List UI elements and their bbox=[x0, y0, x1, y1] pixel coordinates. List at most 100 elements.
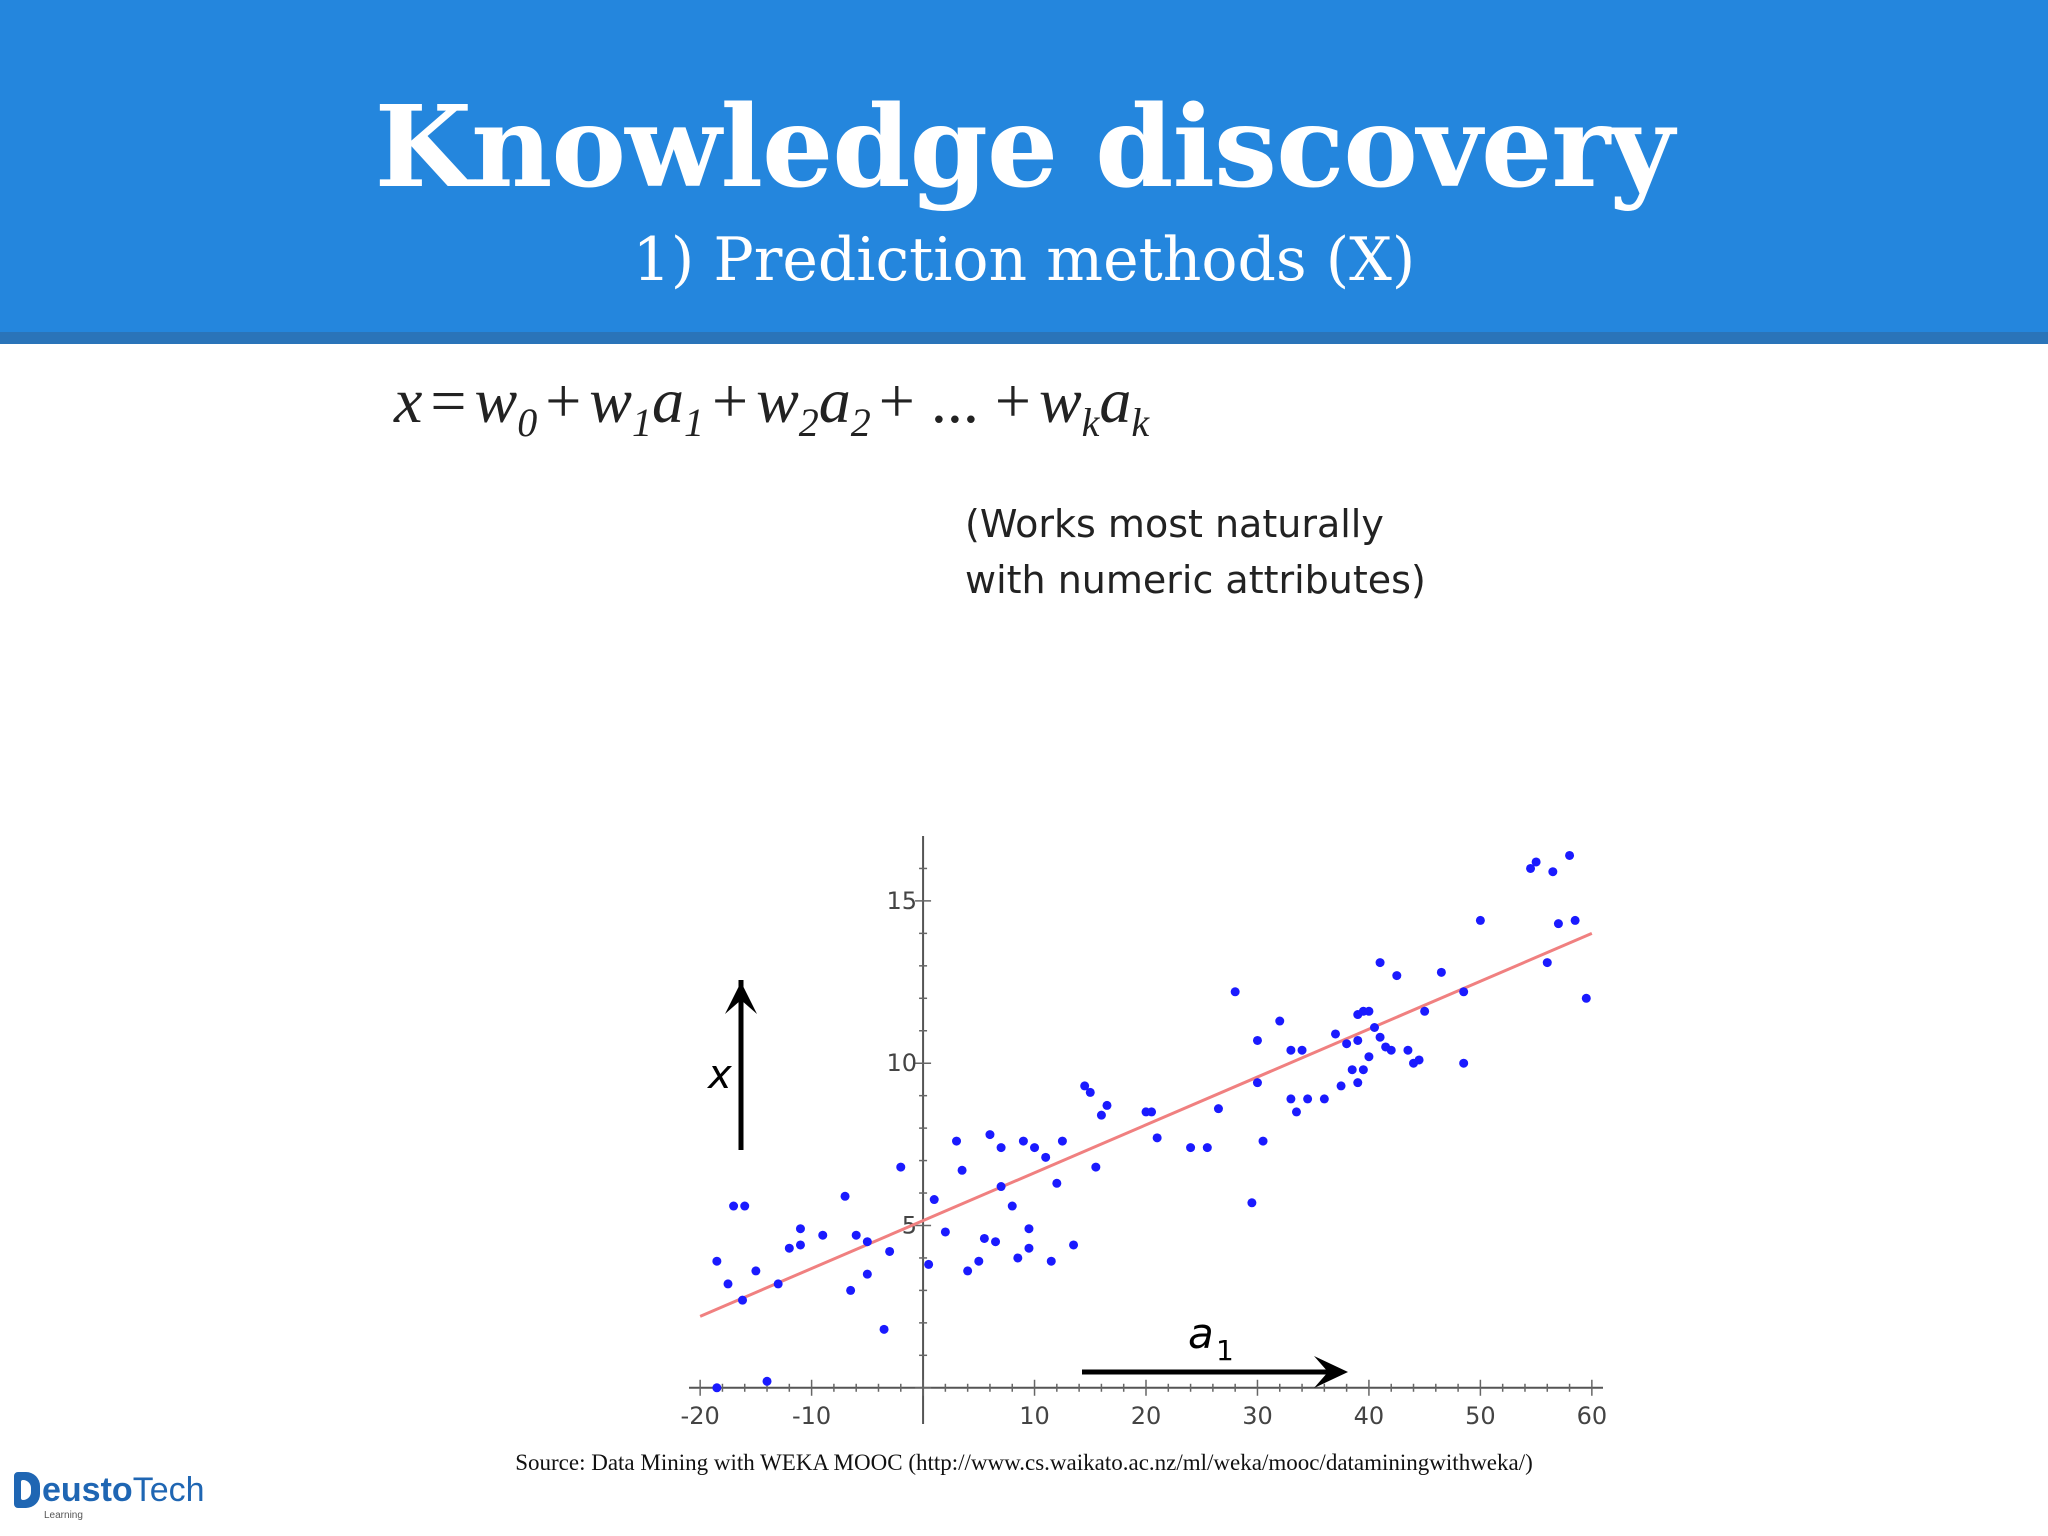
data-point bbox=[929, 1195, 939, 1205]
slide-title: Knowledge discovery bbox=[374, 82, 1675, 213]
formula-plus: + bbox=[711, 365, 749, 436]
note-line: with numeric attributes) bbox=[965, 558, 1426, 602]
formula-wk: w bbox=[1038, 365, 1082, 436]
data-point bbox=[1202, 1143, 1212, 1153]
data-point bbox=[1420, 1006, 1430, 1016]
formula-ak: a bbox=[1099, 365, 1132, 436]
y-tick-label: 10 bbox=[887, 1049, 918, 1077]
data-point bbox=[1102, 1100, 1112, 1110]
data-point bbox=[1353, 1078, 1363, 1088]
data-point bbox=[751, 1266, 761, 1276]
data-point bbox=[840, 1191, 850, 1201]
data-point bbox=[1085, 1087, 1095, 1097]
data-point bbox=[1336, 1081, 1346, 1091]
data-point bbox=[991, 1237, 1001, 1247]
data-point bbox=[1548, 867, 1558, 877]
source-citation: Source: Data Mining with WEKA MOOC (http… bbox=[515, 1450, 1533, 1475]
data-point bbox=[1186, 1143, 1196, 1153]
data-point bbox=[1147, 1107, 1157, 1117]
data-point bbox=[1091, 1162, 1101, 1172]
data-point bbox=[1069, 1240, 1079, 1250]
data-point bbox=[1386, 1045, 1396, 1055]
formula-plus: + bbox=[545, 365, 582, 436]
logo-word-bold: eusto bbox=[42, 1471, 133, 1509]
data-point bbox=[974, 1256, 984, 1266]
formula-a2-sub: 2 bbox=[850, 400, 871, 445]
data-point bbox=[1286, 1094, 1296, 1104]
note-line: (Works most naturally bbox=[965, 502, 1384, 546]
data-point bbox=[1297, 1045, 1307, 1055]
x-axis-label: a bbox=[1188, 1309, 1214, 1358]
data-point bbox=[762, 1376, 772, 1386]
data-point bbox=[1030, 1143, 1040, 1153]
formula-ak-sub: k bbox=[1131, 400, 1150, 445]
data-point bbox=[1414, 1055, 1424, 1065]
data-point bbox=[1342, 1039, 1352, 1049]
data-point bbox=[957, 1165, 967, 1175]
y-axis-label: x bbox=[706, 1052, 732, 1098]
data-point bbox=[1252, 1035, 1262, 1045]
data-point bbox=[879, 1324, 889, 1334]
data-point bbox=[846, 1285, 856, 1295]
data-point bbox=[1041, 1152, 1051, 1162]
formula-w1: w bbox=[589, 365, 632, 436]
data-point bbox=[740, 1201, 750, 1211]
x-arrow-head bbox=[1314, 1356, 1348, 1388]
data-point bbox=[1252, 1078, 1262, 1088]
data-point bbox=[1024, 1224, 1034, 1234]
slide-subtitle: 1) Prediction methods (X) bbox=[632, 225, 1416, 295]
data-point bbox=[1024, 1243, 1034, 1253]
header-divider bbox=[0, 332, 2048, 344]
data-point bbox=[1553, 919, 1563, 929]
data-point bbox=[979, 1233, 989, 1243]
logo-word-regular: Tech bbox=[132, 1471, 205, 1509]
x-tick-label: -20 bbox=[681, 1402, 720, 1430]
x-tick-label: 10 bbox=[1019, 1402, 1050, 1430]
formula-wk-sub: k bbox=[1081, 400, 1100, 445]
data-point bbox=[851, 1230, 861, 1240]
data-point bbox=[862, 1269, 872, 1279]
data-point bbox=[1258, 1136, 1268, 1146]
x-tick-label: -10 bbox=[792, 1402, 831, 1430]
x-tick-label: 60 bbox=[1577, 1402, 1608, 1430]
data-point bbox=[1096, 1110, 1106, 1120]
data-point bbox=[723, 1279, 733, 1289]
logo-d-icon bbox=[14, 1472, 40, 1508]
y-arrow-head bbox=[725, 982, 757, 1014]
numeric-attributes-note: (Works most naturally with numeric attri… bbox=[965, 496, 1485, 608]
data-point bbox=[1542, 958, 1552, 968]
data-point bbox=[924, 1259, 934, 1269]
data-point bbox=[1531, 857, 1541, 867]
data-point bbox=[1403, 1045, 1413, 1055]
data-point bbox=[1330, 1029, 1340, 1039]
x-tick-label: 40 bbox=[1354, 1402, 1385, 1430]
data-point bbox=[1392, 971, 1402, 981]
x-tick-label: 20 bbox=[1131, 1402, 1162, 1430]
data-point bbox=[1247, 1198, 1257, 1208]
data-point bbox=[795, 1240, 805, 1250]
data-point bbox=[1475, 915, 1485, 925]
data-point bbox=[1370, 1022, 1379, 1032]
slide-header bbox=[0, 0, 2048, 332]
formula-w0-sub: 0 bbox=[517, 400, 538, 445]
data-point bbox=[1347, 1065, 1357, 1075]
axis-arrows: x a 1 bbox=[706, 980, 1348, 1388]
data-point bbox=[712, 1383, 722, 1393]
regression-line bbox=[699, 931, 1593, 1318]
formula-equals: = bbox=[430, 365, 467, 436]
data-point bbox=[1080, 1081, 1090, 1091]
x-axis-label-subscript: 1 bbox=[1216, 1334, 1234, 1367]
regression-formula: x = w0 + w1a1 + w2a2 +... + wkak bbox=[394, 356, 1149, 456]
data-point bbox=[1291, 1107, 1301, 1117]
formula-plus: + bbox=[878, 365, 915, 436]
formula-w0: w bbox=[474, 365, 518, 436]
data-point bbox=[1459, 987, 1469, 997]
data-point bbox=[862, 1237, 872, 1247]
data-point bbox=[1013, 1253, 1023, 1263]
formula-ellipsis: ... bbox=[930, 365, 979, 436]
data-point bbox=[729, 1201, 739, 1211]
formula-w1-sub: 1 bbox=[631, 400, 652, 445]
data-point bbox=[1364, 1052, 1374, 1062]
data-point bbox=[773, 1279, 783, 1289]
data-point bbox=[1319, 1094, 1329, 1104]
